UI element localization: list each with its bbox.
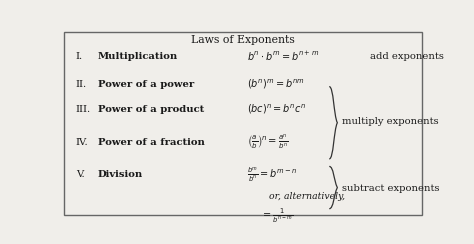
Text: $\frac{b^m}{b^n} = b^{m-n}$: $\frac{b^m}{b^n} = b^{m-n}$ [246,165,297,184]
Text: $\left(\frac{a}{b}\right)^{\!n} = \frac{a^n}{b^n}$: $\left(\frac{a}{b}\right)^{\!n} = \frac{… [246,133,288,152]
Text: Power of a fraction: Power of a fraction [98,138,205,147]
Text: Multiplication: Multiplication [98,52,178,61]
Text: Power of a power: Power of a power [98,80,194,89]
Text: Division: Division [98,170,143,179]
Text: III.: III. [76,105,91,114]
Text: or, alternatively,: or, alternatively, [269,192,345,201]
Text: IV.: IV. [76,138,89,147]
Text: Power of a product: Power of a product [98,105,204,114]
Text: V.: V. [76,170,84,179]
Text: $b^n \cdot b^m = b^{n+m}$: $b^n \cdot b^m = b^{n+m}$ [246,50,319,63]
Text: add exponents: add exponents [370,52,444,61]
Text: subtract exponents: subtract exponents [342,183,439,193]
FancyBboxPatch shape [64,31,422,215]
Text: I.: I. [76,52,83,61]
Text: Laws of Exponents: Laws of Exponents [191,35,295,45]
Text: $= \frac{1}{b^{n-m}}$: $= \frac{1}{b^{n-m}}$ [261,206,294,224]
Text: II.: II. [76,80,87,89]
Text: $(bc)^n = b^n c^n$: $(bc)^n = b^n c^n$ [246,102,306,116]
Text: $(b^n)^m = b^{nm}$: $(b^n)^m = b^{nm}$ [246,78,304,92]
Text: multiply exponents: multiply exponents [342,117,439,126]
